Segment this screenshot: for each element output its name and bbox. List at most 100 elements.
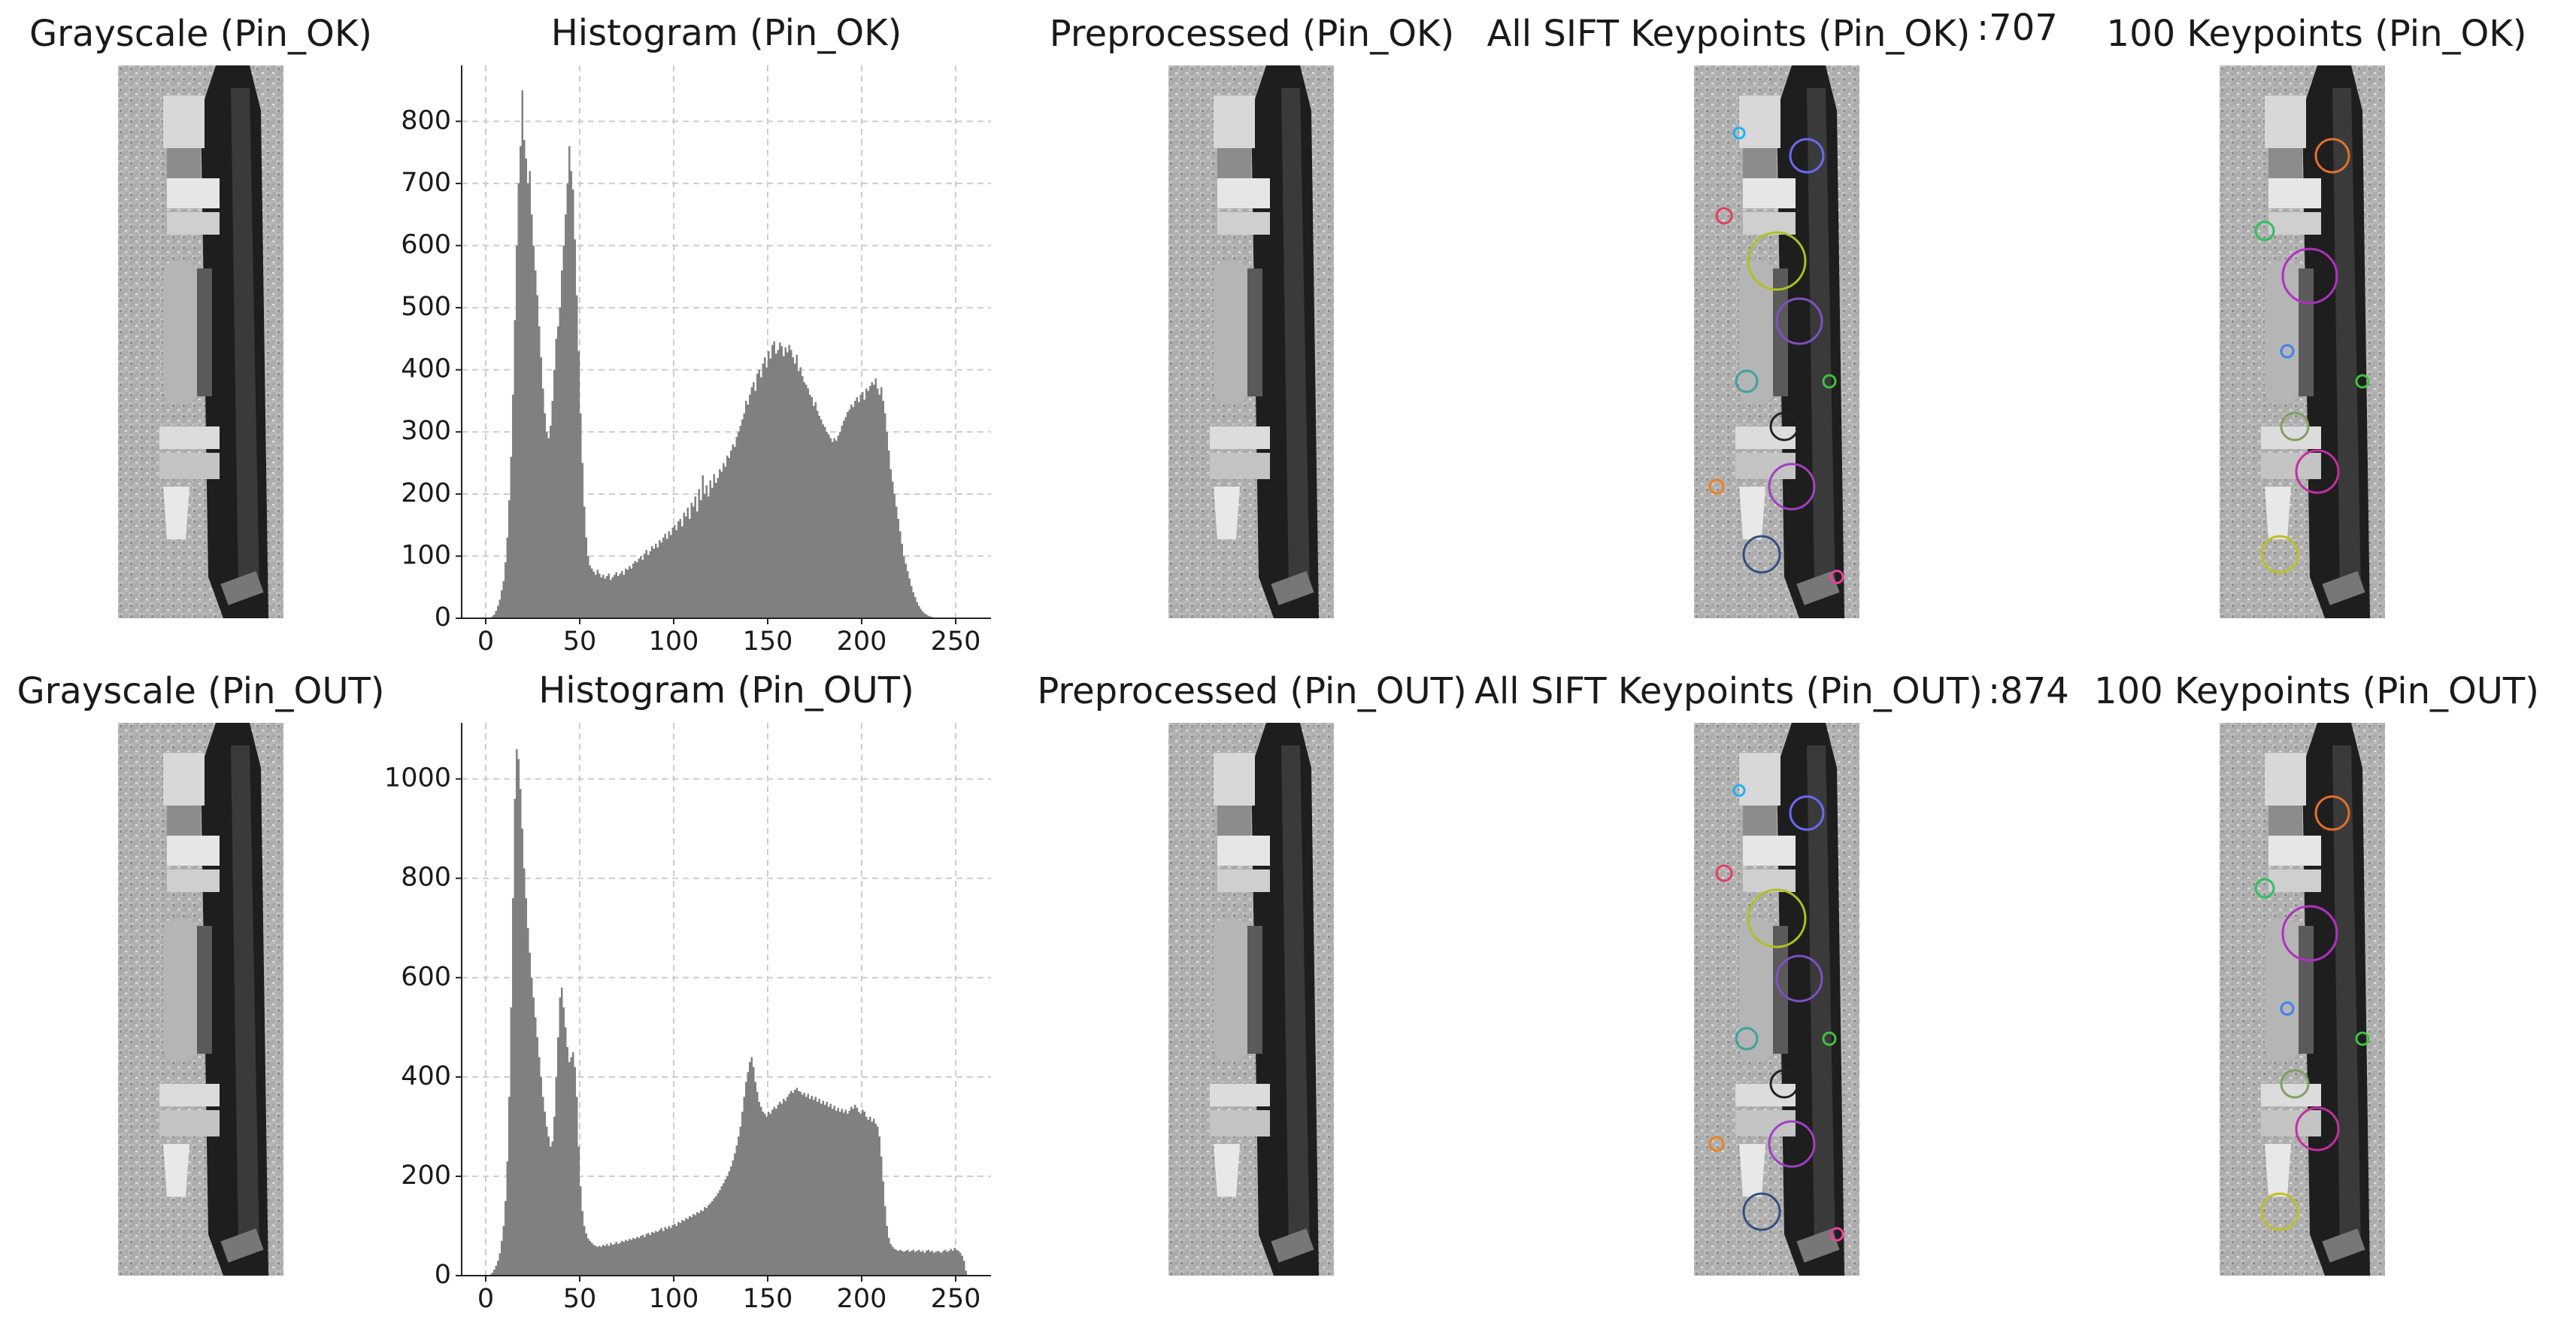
histogram-bar	[702, 1211, 704, 1276]
histogram-bar	[535, 270, 537, 618]
histogram-bar	[671, 1224, 674, 1276]
histogram-bar	[656, 1231, 659, 1276]
histogram-bar	[820, 419, 823, 618]
histogram-bar	[689, 518, 691, 618]
histogram-bar	[914, 1252, 917, 1276]
histogram-bar	[553, 1116, 556, 1276]
histogram-bar	[907, 1249, 909, 1276]
histogram-bar	[877, 1126, 879, 1276]
histogram-bar	[873, 1118, 875, 1276]
histogram-bar	[611, 1245, 614, 1276]
histogram-bar	[585, 1233, 587, 1276]
histogram-bar	[604, 578, 606, 618]
histogram-bar	[811, 397, 813, 618]
histogram-bar	[694, 1215, 696, 1276]
x-tick-label: 150	[743, 627, 793, 657]
histogram-bar	[585, 537, 587, 618]
histogram-bar	[805, 1097, 808, 1276]
histogram-bar	[581, 1211, 583, 1276]
histogram-bar	[713, 1197, 715, 1276]
histogram-bar	[762, 363, 764, 618]
image-title: All SIFT Keypoints (Pin_OUT)	[1474, 670, 1983, 712]
histogram-bar	[888, 1237, 890, 1276]
histogram-bar	[640, 556, 642, 618]
histogram-bar	[645, 550, 647, 618]
histogram-bar	[562, 245, 565, 618]
histogram-bar	[901, 1250, 903, 1276]
image-title: Grayscale (Pin_OK)	[29, 13, 372, 55]
histogram-bar	[956, 1249, 958, 1276]
x-tick-label: 0	[477, 627, 494, 657]
y-tick-label: 300	[401, 416, 451, 446]
histogram-bar	[626, 1240, 629, 1276]
histogram-bar	[690, 502, 692, 618]
histogram-bar	[856, 397, 858, 618]
histogram-bar	[907, 571, 909, 618]
histogram-bar	[741, 1112, 744, 1276]
histogram-bar	[912, 1249, 914, 1276]
x-tick-label: 50	[563, 1284, 597, 1314]
histogram-bar	[668, 1225, 670, 1276]
histogram-bar	[497, 605, 499, 618]
histogram-bar	[599, 573, 601, 618]
histogram-bar	[775, 354, 777, 618]
histogram-bar	[899, 531, 902, 618]
histogram-bar	[903, 1252, 905, 1276]
histogram-bar	[719, 1190, 721, 1276]
histogram-bar	[754, 1082, 756, 1276]
histogram-bar	[817, 411, 819, 618]
histogram-bar	[862, 1109, 864, 1276]
histogram-bar	[865, 388, 868, 618]
histogram-bar	[886, 1225, 888, 1276]
histogram-bar	[517, 759, 520, 1276]
histogram-bar	[536, 1037, 538, 1276]
histogram-bar	[847, 411, 849, 618]
histogram-bar	[723, 1183, 725, 1276]
histogram-bar	[692, 506, 695, 618]
histogram-bar	[724, 466, 726, 618]
histogram-bar	[704, 1206, 706, 1276]
histogram-bar	[679, 518, 681, 618]
histogram-bar	[625, 1240, 627, 1276]
histogram-bar	[965, 1270, 967, 1276]
histogram-bar	[576, 295, 578, 618]
histogram-bar	[732, 444, 734, 618]
histogram-bar	[529, 952, 531, 1276]
histogram-bar	[720, 472, 723, 618]
image-title: 100 Keypoints (Pin_OUT)	[2094, 670, 2539, 712]
y-tick-label: 0	[435, 1260, 451, 1290]
histogram-bar	[758, 1101, 760, 1276]
y-tick-label: 700	[401, 168, 451, 198]
histogram-bar	[768, 350, 770, 618]
histogram-bar	[747, 1072, 749, 1276]
histogram-bar	[734, 447, 736, 618]
histogram-bar	[495, 611, 497, 618]
histogram-bar	[735, 1145, 738, 1276]
histogram-bar	[568, 1062, 571, 1276]
histogram-bar	[880, 1156, 883, 1276]
histogram-bar	[749, 1062, 751, 1276]
histogram-bar	[638, 1237, 640, 1276]
histogram-bar	[651, 546, 653, 618]
histogram-bar	[765, 1116, 768, 1276]
histogram-bar	[623, 1242, 625, 1276]
histogram-bar	[547, 1136, 550, 1276]
histogram-bar	[572, 1051, 574, 1276]
histogram-bar	[897, 518, 899, 618]
histogram-bar	[741, 419, 744, 618]
histogram-bar	[828, 1106, 830, 1276]
histogram-bar	[674, 1224, 676, 1276]
histogram-bar	[700, 1209, 702, 1276]
image-title: 100 Keypoints (Pin_OK)	[2107, 13, 2527, 55]
histogram-bar	[517, 183, 520, 619]
histogram-bar	[592, 572, 595, 618]
y-tick-label: 400	[401, 354, 451, 384]
histogram-bar	[527, 927, 529, 1276]
histogram-bar	[897, 1250, 899, 1276]
histogram-bar	[540, 1076, 542, 1276]
histogram-bar	[668, 531, 670, 618]
histogram-bar	[926, 614, 928, 618]
histogram-bar	[893, 493, 896, 618]
histogram-bar	[698, 1212, 700, 1276]
